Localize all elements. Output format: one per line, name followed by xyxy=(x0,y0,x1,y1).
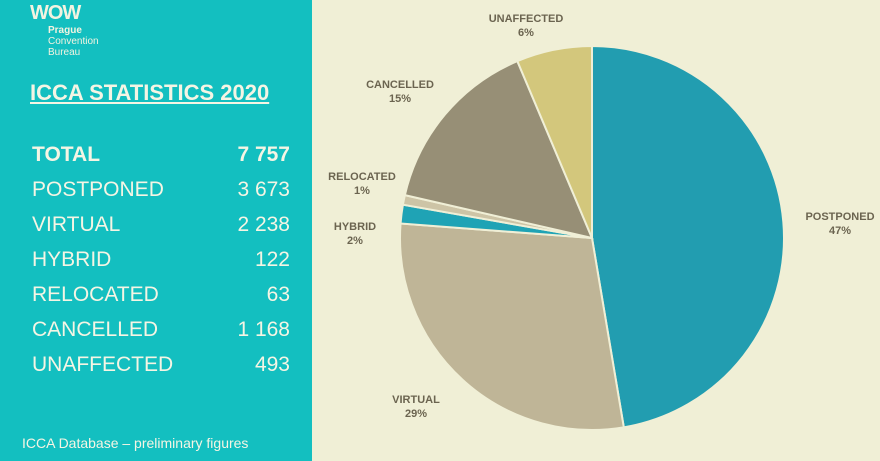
slice-label: RELOCATED xyxy=(328,171,396,183)
slice-percent: 6% xyxy=(518,27,534,39)
pie-slice-unaffected xyxy=(516,44,593,239)
stat-value: 2 238 xyxy=(237,213,290,236)
stat-value: 3 673 xyxy=(237,178,290,201)
logo-line: Prague xyxy=(48,25,82,36)
stats-panel: WOW Prague Convention Bureau ICCA STATIS… xyxy=(0,0,312,461)
stat-label: TOTAL xyxy=(32,143,101,166)
stat-row: UNAFFECTED 493 xyxy=(32,353,290,377)
stat-value: 493 xyxy=(254,353,290,376)
slice-label: HYBRID xyxy=(334,221,376,233)
slice-label: UNAFFECTED xyxy=(489,13,564,25)
slice-label: VIRTUAL xyxy=(392,394,440,406)
logo-wordmark: WOW xyxy=(30,2,81,24)
slice-percent: 2% xyxy=(347,235,363,247)
stat-row: CANCELLED 1 168 xyxy=(32,318,290,342)
pie-slice-cancelled xyxy=(403,59,594,240)
stat-value: 1 168 xyxy=(237,318,290,341)
slice-percent: 1% xyxy=(354,185,370,197)
stat-label: POSTPONED xyxy=(32,178,164,201)
stat-value: 7 757 xyxy=(237,143,290,166)
stat-row: RELOCATED 63 xyxy=(32,283,290,307)
page-title: ICCA STATISTICS 2020 xyxy=(30,80,270,105)
stat-label: HYBRID xyxy=(32,248,112,271)
stat-row: TOTAL 7 757 xyxy=(32,143,290,167)
slice-percent: 15% xyxy=(389,93,411,105)
stat-row: VIRTUAL 2 238 xyxy=(32,213,290,237)
logo-line: Bureau xyxy=(48,47,81,58)
slice-percent: 47% xyxy=(829,225,851,237)
pie-slice-virtual xyxy=(399,222,625,431)
logo: WOW Prague Convention Bureau xyxy=(30,2,99,58)
slice-percent: 29% xyxy=(405,408,427,420)
stat-value: 63 xyxy=(266,283,290,306)
pie-chart: POSTPONED 47% VIRTUAL 29% HYBRID 2% RELOCATED 1… xyxy=(328,13,875,431)
source-note: ICCA Database – preliminary figures xyxy=(22,435,249,451)
stat-label: RELOCATED xyxy=(32,283,159,306)
stat-label: VIRTUAL xyxy=(32,213,121,236)
pie-slice-postponed xyxy=(591,44,785,429)
stat-value: 122 xyxy=(254,248,290,271)
slice-label: POSTPONED xyxy=(805,211,874,223)
stat-label: CANCELLED xyxy=(32,318,159,341)
slice-label: CANCELLED xyxy=(366,79,434,91)
stat-label: UNAFFECTED xyxy=(32,353,174,376)
logo-line: Convention xyxy=(48,36,99,47)
stat-row: POSTPONED 3 673 xyxy=(32,178,290,202)
stat-row: HYBRID 122 xyxy=(32,248,290,272)
